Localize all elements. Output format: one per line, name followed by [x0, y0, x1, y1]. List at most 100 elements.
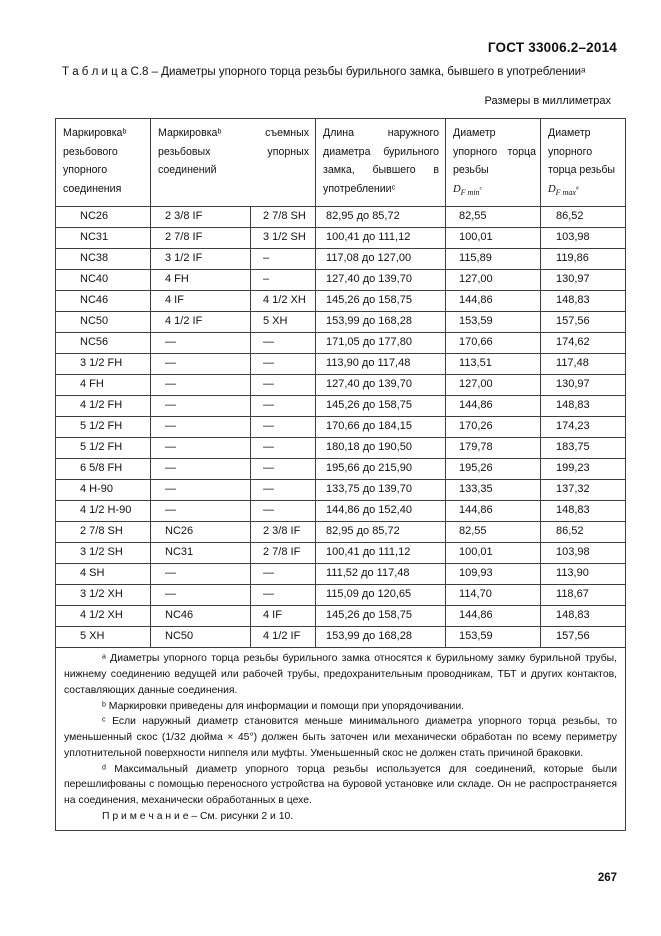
table-cell: 145,26 до 158,75: [315, 395, 447, 418]
table-cell: 82,95 до 85,72: [315, 521, 447, 544]
table-cell: 4 FH: [55, 374, 151, 397]
table-cell: 117,08 до 127,00: [315, 248, 447, 271]
table-row: NC31 2 7/8 IF 3 1/2 SH 100,41 до 111,12 100,…: [55, 227, 627, 250]
table-cell: —: [150, 416, 251, 439]
table-cell: NC40: [55, 269, 151, 292]
footnote: ᵈ Максимальный диаметр упорного торца ре…: [64, 763, 618, 807]
table-cell: NC31: [55, 227, 151, 250]
table-cell: 195,26: [445, 458, 542, 481]
table-cell: 113,51: [445, 353, 542, 376]
column-header-df-min-title: Диаметр упорного торца резьбы: [453, 127, 537, 176]
table-row: 5 XH NC50 4 1/2 IF 153,99 до 168,28 153,59 15…: [55, 626, 627, 649]
column-header-marking-removable-connections: Маркировкаᵇ съемных резьбовых упорных со…: [149, 117, 317, 208]
table-cell: 3 1/2 IF: [150, 248, 251, 271]
table-cell: 171,05 до 177,80: [315, 332, 447, 355]
table-cell: —: [150, 395, 251, 418]
table-cell: 4 IF: [249, 605, 317, 628]
table-cell: —: [150, 458, 251, 481]
footnotes-row: ᵃ Диаметры упорного торца резьбы бурильн…: [54, 647, 627, 831]
table-cell: 86,52: [540, 206, 627, 229]
table-row: 3 1/2 XH — —115,09 до 120,65 114,70 118,67: [55, 584, 627, 607]
table-cell: —: [249, 584, 317, 607]
table-cell: —: [150, 500, 251, 523]
table-cell: 130,97: [540, 269, 627, 292]
table-cell: 153,59: [445, 311, 542, 334]
column-header-df-min: Диаметр упорного торца резьбы DF minᶜ: [445, 117, 542, 208]
table-cell: 4 1/2 IF: [249, 626, 317, 649]
table-cell: 144,86: [445, 500, 542, 523]
footnotes-block: ᵃ Диаметры упорного торца резьбы бурильн…: [64, 651, 617, 809]
table-note: П р и м е ч а н и е – См. рисунки 2 и 10…: [102, 811, 294, 823]
table-cell: 144,86: [445, 395, 542, 418]
page-number: 267: [597, 872, 617, 884]
table-cell: 4 1/2 H-90: [55, 500, 151, 523]
column-header-df-max-title: Диаметр упорного торца резьбы: [548, 127, 616, 176]
table-cell: NC56: [55, 332, 151, 355]
table-cell: 2 3/8 IF: [150, 206, 251, 229]
table-cell: –: [249, 248, 317, 271]
table-row: NC46 4 IF 4 1/2 XH 145,26 до 158,75 144,86 14…: [55, 290, 627, 313]
footnote: ᶜ Если наружный диаметр становится меньш…: [64, 716, 618, 759]
table-cell: —: [150, 353, 251, 376]
table-cell: —: [150, 584, 251, 607]
table-cell: 82,55: [445, 521, 542, 544]
table-cell: 148,83: [540, 290, 627, 313]
table-cell: 3 1/2 XH: [55, 584, 151, 607]
table-row: NC50 4 1/2 IF 5 XH 153,99 до 168,28 153,59 15…: [55, 311, 627, 334]
table-cell: —: [249, 416, 317, 439]
table-cell: —: [150, 563, 251, 586]
table-cell: —: [249, 437, 317, 460]
table-cell: 148,83: [540, 605, 627, 628]
table-cell: NC38: [55, 248, 151, 271]
table-row: 3 1/2 SH NC31 2 7/8 IF 100,41 до 111,12 100,…: [55, 542, 627, 565]
table-cell: 144,86 до 152,40: [315, 500, 447, 523]
table-cell: —: [249, 563, 317, 586]
column-header-marking-thread-connection: Маркировкаᵇ резьбового упорного соединен…: [55, 117, 151, 208]
table-cell: 127,40 до 139,70: [315, 374, 447, 397]
table-cell: 4 1/2 IF: [150, 311, 251, 334]
table-cell: 82,95 до 85,72: [315, 206, 447, 229]
table-header-row: Маркировкаᵇ резьбового упорного соединен…: [55, 117, 627, 208]
table-cell: 100,41 до 111,12: [315, 227, 447, 250]
table-row: 4 H-90— —133,75 до 139,70 133,35 137,32: [55, 479, 627, 502]
table-cell: 5 XH: [55, 626, 151, 649]
table-cell: 3 1/2 FH: [55, 353, 151, 376]
table-row: 5 1/2 FH — —180,18 до 190,50 179,78 183,75: [55, 437, 627, 460]
table-cell: 118,67: [540, 584, 627, 607]
table-cell: —: [150, 437, 251, 460]
table-cell: 170,66 до 184,15: [315, 416, 447, 439]
table-cell: 111,52 до 117,48: [315, 563, 447, 586]
table-cell: 133,35: [445, 479, 542, 502]
footnote: ᵃ Диаметры упорного торца резьбы бурильн…: [64, 653, 618, 696]
table-cell: 103,98: [540, 227, 627, 250]
table-cell: 157,56: [540, 626, 627, 649]
table-cell: 4 IF: [150, 290, 251, 313]
table-body: NC26 2 3/8 IF 2 7/8 SH 82,95 до 85,72 82,55 8…: [55, 206, 627, 649]
table-cell: 157,56: [540, 311, 627, 334]
table-cell: 4 1/2 FH: [55, 395, 151, 418]
table-cell: 144,86: [445, 605, 542, 628]
table-cell: NC50: [55, 311, 151, 334]
table-cell: 144,86: [445, 290, 542, 313]
table-cell: 100,01: [445, 542, 542, 565]
table-cell: 145,26 до 158,75: [315, 290, 447, 313]
table-cell: —: [150, 479, 251, 502]
table-cell: 174,62: [540, 332, 627, 355]
table-cell: 4 H-90: [55, 479, 151, 502]
table-cell: 3 1/2 SH: [55, 542, 151, 565]
table-cell: —: [150, 374, 251, 397]
table-row: NC38 3 1/2 IF –117,08 до 127,00 115,89 119,8…: [55, 248, 627, 271]
table-cell: 137,32: [540, 479, 627, 502]
table-cell: —: [249, 458, 317, 481]
table-cell: 127,40 до 139,70: [315, 269, 447, 292]
table-cell: 109,93: [445, 563, 542, 586]
table-cell: —: [249, 374, 317, 397]
table-row: NC56— —171,05 до 177,80 170,66 174,62: [55, 332, 627, 355]
table-cell: 115,09 до 120,65: [315, 584, 447, 607]
table-cell: 180,18 до 190,50: [315, 437, 447, 460]
table-row: 4 SH — —111,52 до 117,48 109,93 113,90: [55, 563, 627, 586]
table-cell: —: [249, 395, 317, 418]
table-cell: NC26: [150, 521, 251, 544]
table-cell: 82,55: [445, 206, 542, 229]
